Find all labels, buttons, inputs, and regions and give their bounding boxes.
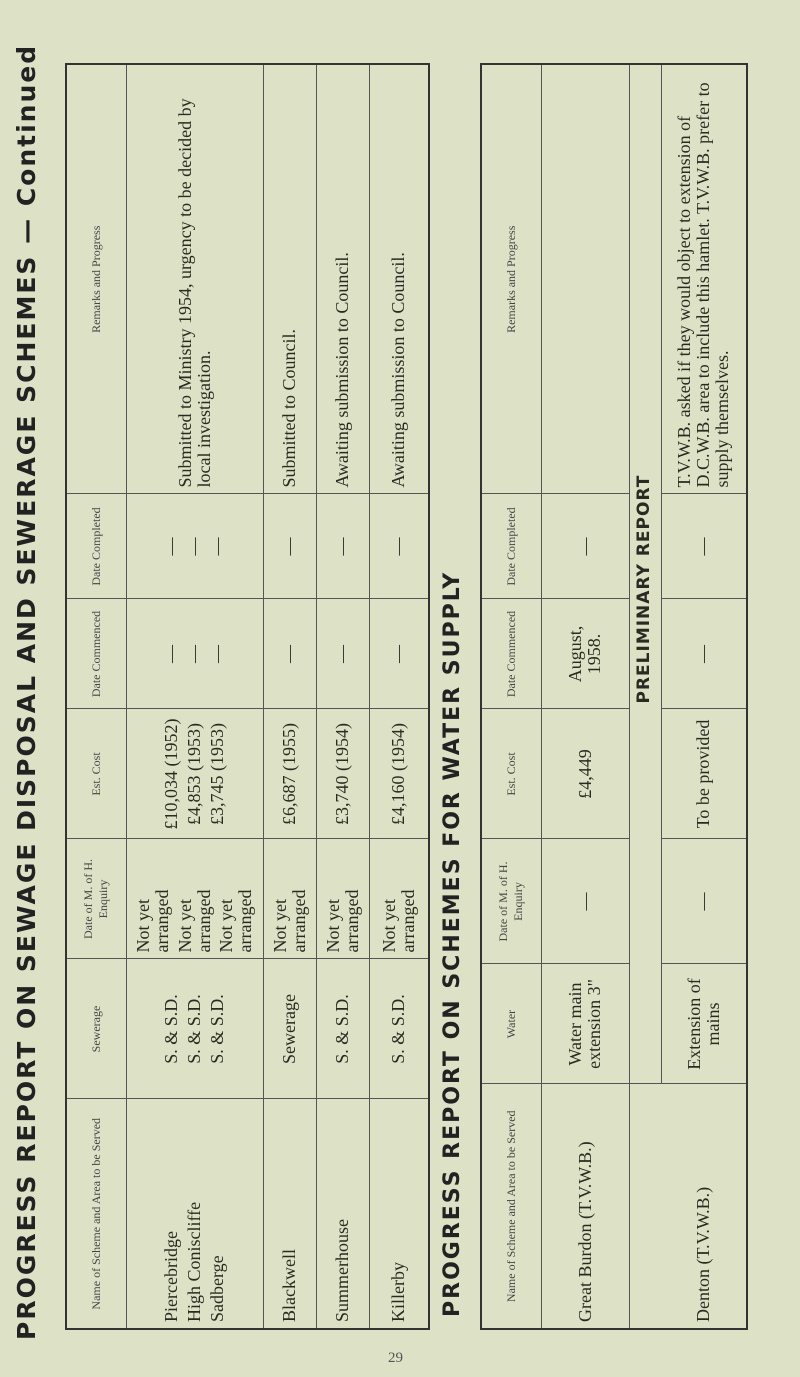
remarks: Submitted to Ministry 1954, urgency to b… [126, 64, 263, 494]
cost: £3,745 (1953) [206, 723, 227, 825]
scheme-name: Piercebridge [161, 1231, 182, 1322]
completed: — [541, 494, 629, 599]
col-name: Name of Scheme and Area to be Served [66, 1099, 126, 1329]
preliminary-row: PRELIMINARY REPORT [629, 64, 661, 1329]
enquiry: Not yet arranged [132, 889, 172, 953]
scheme-type: S. & S.D. [316, 959, 369, 1099]
sewerage-title: PROGRESS REPORT ON SEWAGE DISPOSAL AND S… [12, 43, 41, 1340]
scheme-name: Summerhouse [316, 1099, 369, 1329]
scheme-type: S. & S.D. [161, 994, 182, 1064]
col-cost: Est. Cost [481, 709, 541, 839]
col-name: Name of Scheme and Area to be Served [481, 1084, 541, 1329]
col-commenced: Date Commenced [481, 599, 541, 709]
col-completed: Date Completed [481, 494, 541, 599]
commenced: — [369, 599, 429, 709]
scheme-type: Sewerage [263, 959, 316, 1099]
col-remarks: Remarks and Progress [481, 64, 541, 494]
cost: £4,853 (1953) [184, 723, 205, 825]
col-type: Water [481, 964, 541, 1084]
scheme-name: Sadberge [206, 1255, 227, 1322]
col-commenced: Date Commenced [66, 599, 126, 709]
scheme-type: S. & S.D. [369, 959, 429, 1099]
table-row: Piercebridge High Coniscliffe Sadberge S. … [126, 64, 263, 1329]
commenced: — [184, 645, 205, 663]
col-enquiry: Date of M. of H. Enquiry [481, 839, 541, 964]
scheme-name: Great Burdon (T.V.W.B.) [541, 1084, 629, 1329]
enquiry: Not yet arranged [174, 889, 214, 953]
remarks: Submitted to Council. [263, 64, 316, 494]
table-row: Summerhouse S. & S.D. Not yet arranged £… [316, 64, 369, 1329]
scheme-type: S. & S.D. [206, 994, 227, 1064]
remarks: T.V.W.B. asked if they would object to e… [661, 64, 747, 494]
scheme-name: Blackwell [263, 1099, 316, 1329]
header-row: Name of Scheme and Area to be Served Sew… [66, 64, 126, 1329]
remarks [541, 64, 629, 494]
table-row: Blackwell Sewerage Not yet arranged £6,6… [263, 64, 316, 1329]
cost: £6,687 (1955) [263, 709, 316, 839]
table-row: Killerby S. & S.D. Not yet arranged £4,1… [369, 64, 429, 1329]
col-enquiry: Date of M. of H. Enquiry [66, 839, 126, 959]
completed: — [206, 537, 227, 556]
remarks: Awaiting submission to Council. [316, 64, 369, 494]
completed: — [161, 537, 182, 556]
commenced: — [263, 599, 316, 709]
completed: — [369, 494, 429, 599]
commenced: — [206, 645, 227, 663]
cost: £4,160 (1954) [369, 709, 429, 839]
commenced: — [316, 599, 369, 709]
commenced: — [161, 645, 182, 663]
sewerage-table: Name of Scheme and Area to be Served Sew… [65, 63, 430, 1330]
table-row: Great Burdon (T.V.W.B.) Water main exten… [541, 64, 629, 1329]
scheme-name: Killerby [369, 1099, 429, 1329]
commenced: August, 1958. [541, 599, 629, 709]
preliminary-report-label: PRELIMINARY REPORT [629, 64, 661, 1084]
scheme-type: Extension of mains [661, 964, 747, 1084]
completed: — [316, 494, 369, 599]
completed: — [184, 537, 205, 556]
enquiry: — [661, 839, 747, 964]
col-completed: Date Completed [66, 494, 126, 599]
scheme-name: High Coniscliffe [184, 1201, 205, 1322]
col-remarks: Remarks and Progress [66, 64, 126, 494]
cost: £4,449 [541, 709, 629, 839]
remarks: Awaiting submission to Council. [369, 64, 429, 494]
cost: To be provided [661, 709, 747, 839]
page-number: 29 [388, 1350, 403, 1366]
col-type: Sewerage [66, 959, 126, 1099]
enquiry: — [541, 839, 629, 964]
completed: — [263, 494, 316, 599]
enquiry: Not yet arranged [316, 839, 369, 959]
table-row: Denton (T.V.W.B.) Extension of mains — T… [661, 64, 747, 1329]
cost: £3,740 (1954) [316, 709, 369, 839]
col-cost: Est. Cost [66, 709, 126, 839]
enquiry: Not yet arranged [369, 839, 429, 959]
scheme-type: S. & S.D. [184, 994, 205, 1064]
header-row: Name of Scheme and Area to be Served Wat… [481, 64, 541, 1329]
enquiry: Not yet arranged [216, 889, 256, 953]
commenced: — [661, 599, 747, 709]
enquiry: Not yet arranged [263, 839, 316, 959]
water-title: PROGRESS REPORT ON SCHEMES FOR WATER SUP… [440, 570, 465, 1317]
scheme-type: Water main extension 3" [541, 964, 629, 1084]
cost: £10,034 (1952) [161, 718, 182, 830]
scheme-name: Denton (T.V.W.B.) [661, 1084, 747, 1329]
water-table: Name of Scheme and Area to be Served Wat… [480, 63, 748, 1330]
completed: — [661, 494, 747, 599]
